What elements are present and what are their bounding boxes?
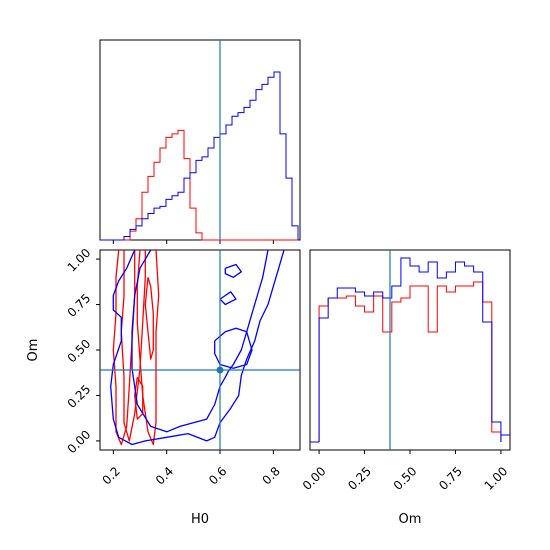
y-axis-label: Om xyxy=(26,339,41,362)
contour-2-3 xyxy=(214,327,253,369)
contour-1-3 xyxy=(136,250,160,446)
x-axis-label: Om xyxy=(399,512,422,527)
panel-frame xyxy=(99,39,301,241)
panel-h0-marginal xyxy=(99,39,301,244)
plot-area xyxy=(310,250,510,450)
contour-2-4 xyxy=(224,263,242,278)
histogram-series-1 xyxy=(318,281,502,442)
histogram-series-1 xyxy=(100,129,298,241)
x-axis-label: H0 xyxy=(191,512,209,527)
panel-h0-om-contour: 0.2 0.4 0.6 0.8 0.000.250.500.751.00 H0 Om xyxy=(26,246,301,527)
contour-2-5 xyxy=(219,291,237,306)
contour-2-1 xyxy=(110,250,285,446)
truth-marker xyxy=(216,366,224,374)
x-ticks xyxy=(112,240,274,244)
contour-1-4 xyxy=(144,277,154,360)
contour-1-2 xyxy=(120,250,146,442)
plot-area xyxy=(100,40,299,241)
plot-area xyxy=(100,250,300,450)
contour-2-2 xyxy=(131,250,269,433)
histogram-series-2 xyxy=(100,71,299,241)
histogram-series-2 xyxy=(318,257,502,442)
